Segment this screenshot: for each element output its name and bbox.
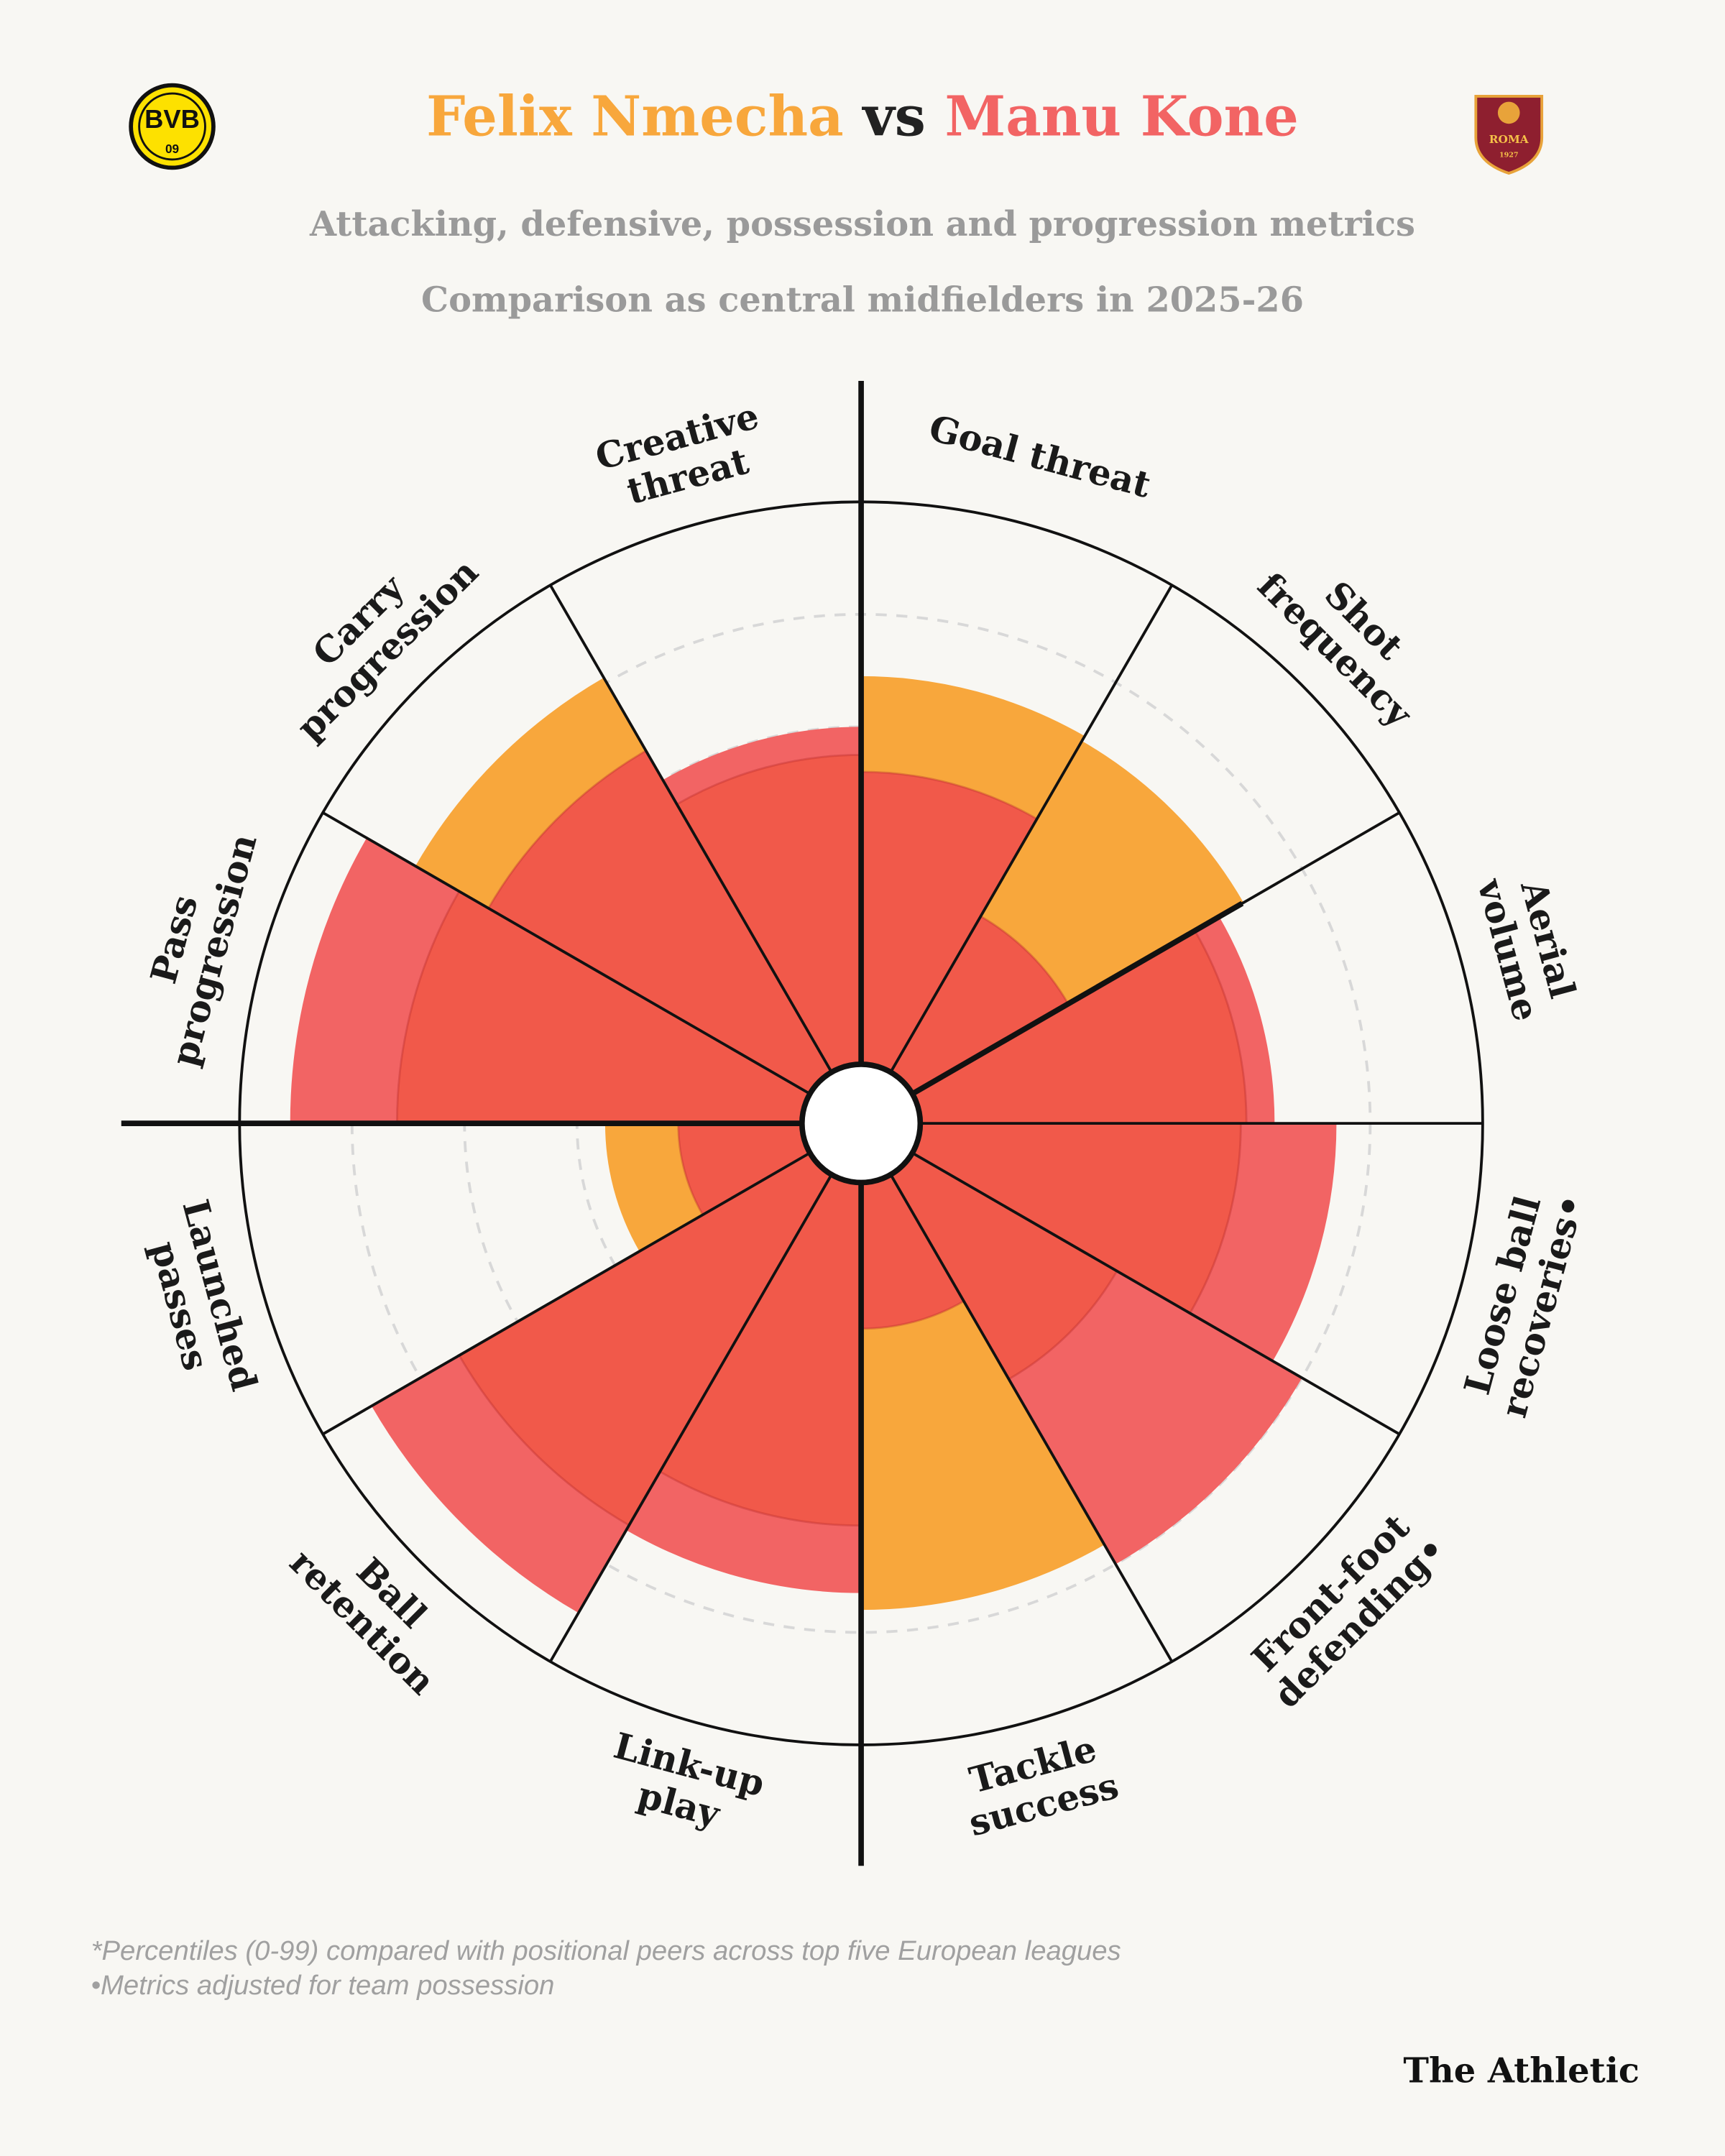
logo-text: BVB [144, 104, 200, 134]
bvb-logo: BVB 09 [129, 83, 216, 170]
footnote: •Metrics adjusted for team possession [91, 1970, 555, 2001]
source: The Athletic [1403, 2051, 1639, 2091]
category-label-line: Goal threat [924, 406, 1155, 506]
category-label: Passprogression [123, 819, 265, 1070]
chart-title: Felix Nmecha vs Manu Kone [426, 84, 1299, 149]
segment-divider [889, 584, 1174, 1073]
title-player: Felix Nmecha [426, 84, 844, 149]
segment-divider [322, 811, 811, 1095]
subtitle: Comparison as central midfielders in 202… [421, 280, 1304, 320]
pizza-plot: Goal threatShotfrequencyAerialvolumeLoos… [121, 380, 1592, 1866]
segment-divider [549, 1174, 833, 1663]
section-axis [911, 900, 1244, 1097]
segment-divider [322, 1151, 811, 1436]
logo-text: 09 [165, 142, 179, 156]
title-player: Manu Kone [945, 84, 1299, 149]
category-label: Link-upplay [599, 1724, 769, 1845]
title-separator: vs [861, 84, 926, 149]
logo-text: ROMA [1489, 133, 1530, 146]
footnote: *Percentiles (0-99) compared with positi… [91, 1935, 1121, 1966]
category-label: Creativethreat [591, 395, 773, 518]
category-label: Goal threat [924, 406, 1155, 506]
category-label: Tacklesuccess [954, 1724, 1123, 1844]
segment-divider [911, 1151, 1400, 1436]
roma-logo: ROMA 1927 [1474, 95, 1544, 175]
logo-text: 1927 [1499, 152, 1519, 160]
segment-divider [549, 584, 833, 1073]
subtitle: Attacking, defensive, possession and pro… [309, 204, 1415, 244]
segment-divider [889, 1174, 1174, 1663]
center-hole [799, 1061, 924, 1186]
category-label: Aerialvolume [1469, 863, 1588, 1026]
category-label: Launchedpasses [134, 1195, 266, 1406]
